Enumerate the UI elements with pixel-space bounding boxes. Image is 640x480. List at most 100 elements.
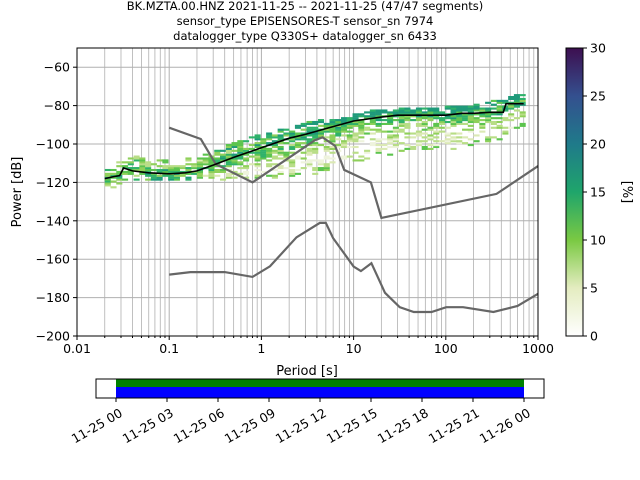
histogram-cell	[433, 144, 440, 147]
histogram-cell	[289, 159, 296, 162]
histogram-cell	[243, 165, 250, 168]
histogram-cell	[329, 140, 336, 143]
histogram-cell	[329, 151, 336, 154]
histogram-cell	[496, 101, 503, 104]
histogram-cell	[139, 159, 146, 162]
histogram-cell	[139, 161, 146, 164]
histogram-cell	[415, 107, 422, 110]
histogram-cell	[150, 168, 157, 172]
histogram-cell	[260, 157, 267, 160]
histogram-cell	[421, 136, 428, 139]
histogram-cell	[317, 168, 325, 172]
histogram-cell	[358, 126, 365, 129]
histogram-cell	[519, 97, 526, 101]
histogram-cell	[208, 172, 215, 175]
histogram-cell	[231, 142, 238, 145]
histogram-cell	[254, 174, 261, 177]
histogram-cell	[335, 126, 342, 129]
histogram-cell	[271, 145, 278, 149]
histogram-cell	[387, 120, 394, 124]
histogram-cell	[254, 168, 261, 172]
histogram-cell	[225, 172, 232, 175]
histogram-cell	[266, 147, 273, 150]
histogram-cell	[323, 128, 330, 131]
histogram-cell	[479, 107, 486, 110]
histogram-cell	[502, 126, 509, 129]
time-tick-label: 11-25 00	[69, 405, 125, 446]
histogram-cell	[375, 138, 382, 141]
histogram-cell	[415, 113, 422, 116]
histogram-cell	[433, 115, 440, 118]
histogram-cell	[243, 147, 250, 150]
histogram-cell	[306, 165, 313, 168]
histogram-cell	[150, 174, 157, 177]
histogram-cell	[139, 167, 146, 170]
histogram-cell	[410, 113, 417, 116]
histogram-cell	[433, 130, 440, 133]
histogram-cell	[369, 144, 376, 147]
histogram-cell	[496, 120, 503, 124]
histogram-cell	[173, 178, 180, 181]
time-tick-label: 11-25 03	[120, 405, 176, 446]
histogram-cell	[462, 113, 469, 116]
histogram-cell	[283, 142, 290, 145]
histogram-cell	[485, 113, 492, 116]
histogram-cell	[317, 119, 325, 122]
histogram-cell	[127, 163, 134, 166]
histogram-cell	[502, 130, 509, 133]
histogram-cell	[254, 136, 261, 139]
histogram-cell	[427, 111, 434, 114]
histogram-cell	[519, 101, 526, 104]
histogram-cell	[392, 145, 399, 149]
histogram-cell	[335, 138, 342, 141]
y-axis-label: Power [dB]	[10, 157, 25, 228]
histogram-cell	[375, 119, 382, 122]
histogram-cell	[133, 157, 140, 160]
histogram-cell	[341, 134, 348, 137]
histogram-cell	[404, 122, 411, 125]
time-tick-label: 11-25 15	[324, 405, 380, 446]
histogram-cell	[283, 128, 290, 131]
histogram-cell	[421, 115, 428, 118]
histogram-cell	[266, 155, 273, 158]
histogram-cell	[312, 142, 319, 145]
histogram-cell	[421, 111, 428, 114]
histogram-cell	[116, 170, 123, 173]
histogram-cell	[415, 130, 422, 133]
histogram-cell	[404, 119, 411, 122]
histogram-cell	[346, 136, 353, 139]
histogram-cell	[260, 142, 267, 145]
histogram-cell	[243, 176, 250, 179]
histogram-cell	[496, 124, 503, 127]
histogram-cell	[214, 159, 221, 162]
histogram-cell	[421, 113, 428, 116]
histogram-cell	[473, 117, 480, 120]
histogram-cell	[456, 140, 463, 143]
time-tick-label: 11-25 09	[222, 405, 278, 446]
histogram-cell	[352, 134, 359, 137]
histogram-cell	[300, 122, 307, 125]
histogram-cell	[341, 140, 348, 143]
x-tick-label: 1000	[522, 341, 554, 356]
histogram-cell	[462, 136, 469, 139]
histogram-cell	[260, 147, 267, 150]
histogram-cell	[508, 103, 515, 106]
histogram-cell	[456, 115, 463, 118]
histogram-cell	[254, 159, 261, 162]
histogram-cell	[231, 163, 238, 166]
histogram-cell	[260, 155, 267, 158]
histogram-cell	[127, 172, 134, 175]
histogram-cell	[317, 132, 325, 135]
histogram-cell	[341, 145, 348, 149]
histogram-cell	[375, 124, 382, 127]
histogram-cell	[341, 126, 348, 129]
histogram-cell	[133, 167, 140, 170]
histogram-cell	[162, 167, 169, 170]
histogram-cell	[335, 119, 342, 122]
histogram-cell	[306, 134, 313, 137]
histogram-cell	[410, 115, 417, 118]
histogram-cell	[289, 168, 296, 172]
histogram-cell	[508, 115, 515, 118]
histogram-cell	[485, 119, 492, 122]
histogram-cell	[191, 167, 198, 170]
